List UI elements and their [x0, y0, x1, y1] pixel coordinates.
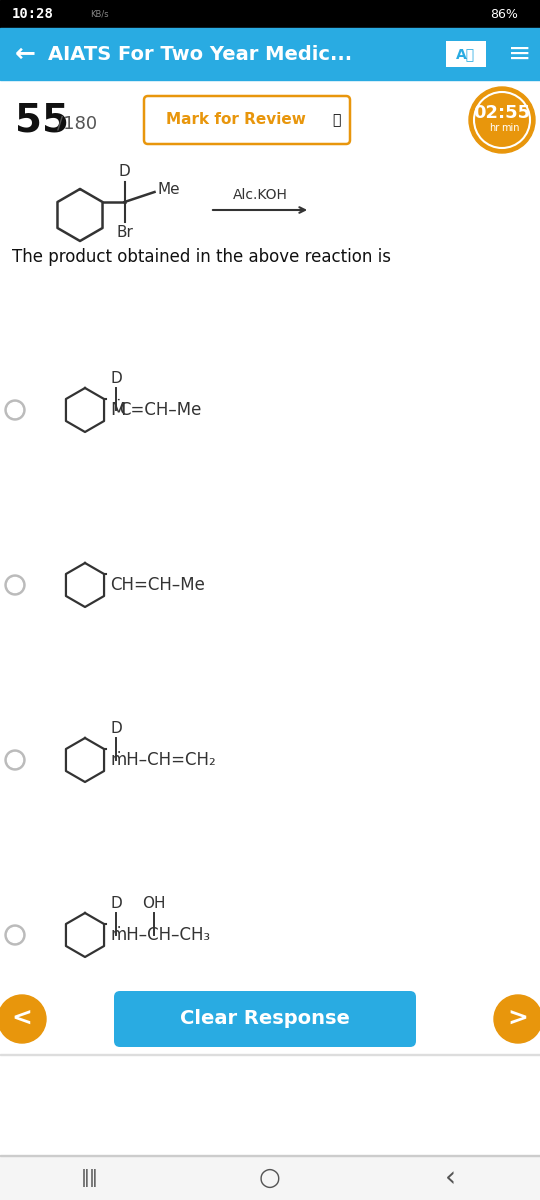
- Text: ‹: ‹: [444, 1164, 456, 1192]
- FancyBboxPatch shape: [114, 991, 416, 1046]
- FancyBboxPatch shape: [144, 96, 350, 144]
- Text: Br: Br: [116, 226, 133, 240]
- Text: A文: A文: [456, 47, 476, 61]
- Circle shape: [8, 752, 23, 768]
- Text: 55: 55: [15, 101, 69, 139]
- Text: Clear Response: Clear Response: [180, 1009, 350, 1028]
- Text: D: D: [119, 164, 130, 179]
- Circle shape: [5, 750, 25, 770]
- Text: hr: hr: [489, 122, 499, 133]
- Circle shape: [5, 575, 25, 595]
- Bar: [0, 28, 540, 80]
- Circle shape: [469, 86, 535, 152]
- Text: 86%: 86%: [490, 7, 518, 20]
- Circle shape: [5, 925, 25, 946]
- Circle shape: [8, 577, 23, 593]
- Text: 02:55: 02:55: [474, 104, 531, 122]
- Bar: [0, 1156, 540, 1200]
- Bar: [446, 41, 486, 67]
- Text: 🚩: 🚩: [332, 113, 340, 127]
- Circle shape: [0, 995, 46, 1043]
- Text: D: D: [110, 371, 122, 386]
- Text: CH=CH–Me: CH=CH–Me: [110, 576, 205, 594]
- Text: ‖‖: ‖‖: [81, 1169, 99, 1187]
- Text: Me: Me: [158, 182, 180, 198]
- Text: ←: ←: [15, 42, 36, 66]
- Text: Ṁ: Ṁ: [110, 401, 126, 419]
- Circle shape: [494, 995, 540, 1043]
- Text: min: min: [501, 122, 519, 133]
- Text: D: D: [110, 721, 122, 736]
- Circle shape: [8, 402, 23, 418]
- Text: ṁH–CH=CH₂: ṁH–CH=CH₂: [110, 751, 216, 769]
- Text: >: >: [508, 1007, 529, 1031]
- Text: Mark for Review: Mark for Review: [166, 113, 306, 127]
- Text: /180: /180: [57, 115, 97, 133]
- Circle shape: [5, 400, 25, 420]
- Text: KB/s: KB/s: [90, 10, 109, 18]
- Text: ṁH–CH–CH₃: ṁH–CH–CH₃: [110, 926, 210, 944]
- Text: 10:28: 10:28: [12, 7, 54, 20]
- Text: D: D: [110, 896, 122, 911]
- Text: <: <: [11, 1007, 32, 1031]
- Text: The product obtained in the above reaction is: The product obtained in the above reacti…: [12, 248, 391, 266]
- Text: C=CH–Me: C=CH–Me: [119, 401, 201, 419]
- Text: ≡: ≡: [508, 40, 531, 68]
- Text: AIATS For Two Year Medic...: AIATS For Two Year Medic...: [48, 44, 352, 64]
- Text: Alc.KOH: Alc.KOH: [233, 188, 287, 202]
- Text: ○: ○: [259, 1166, 281, 1190]
- Bar: [0, 0, 540, 28]
- Circle shape: [8, 928, 23, 942]
- Text: OH: OH: [143, 896, 166, 911]
